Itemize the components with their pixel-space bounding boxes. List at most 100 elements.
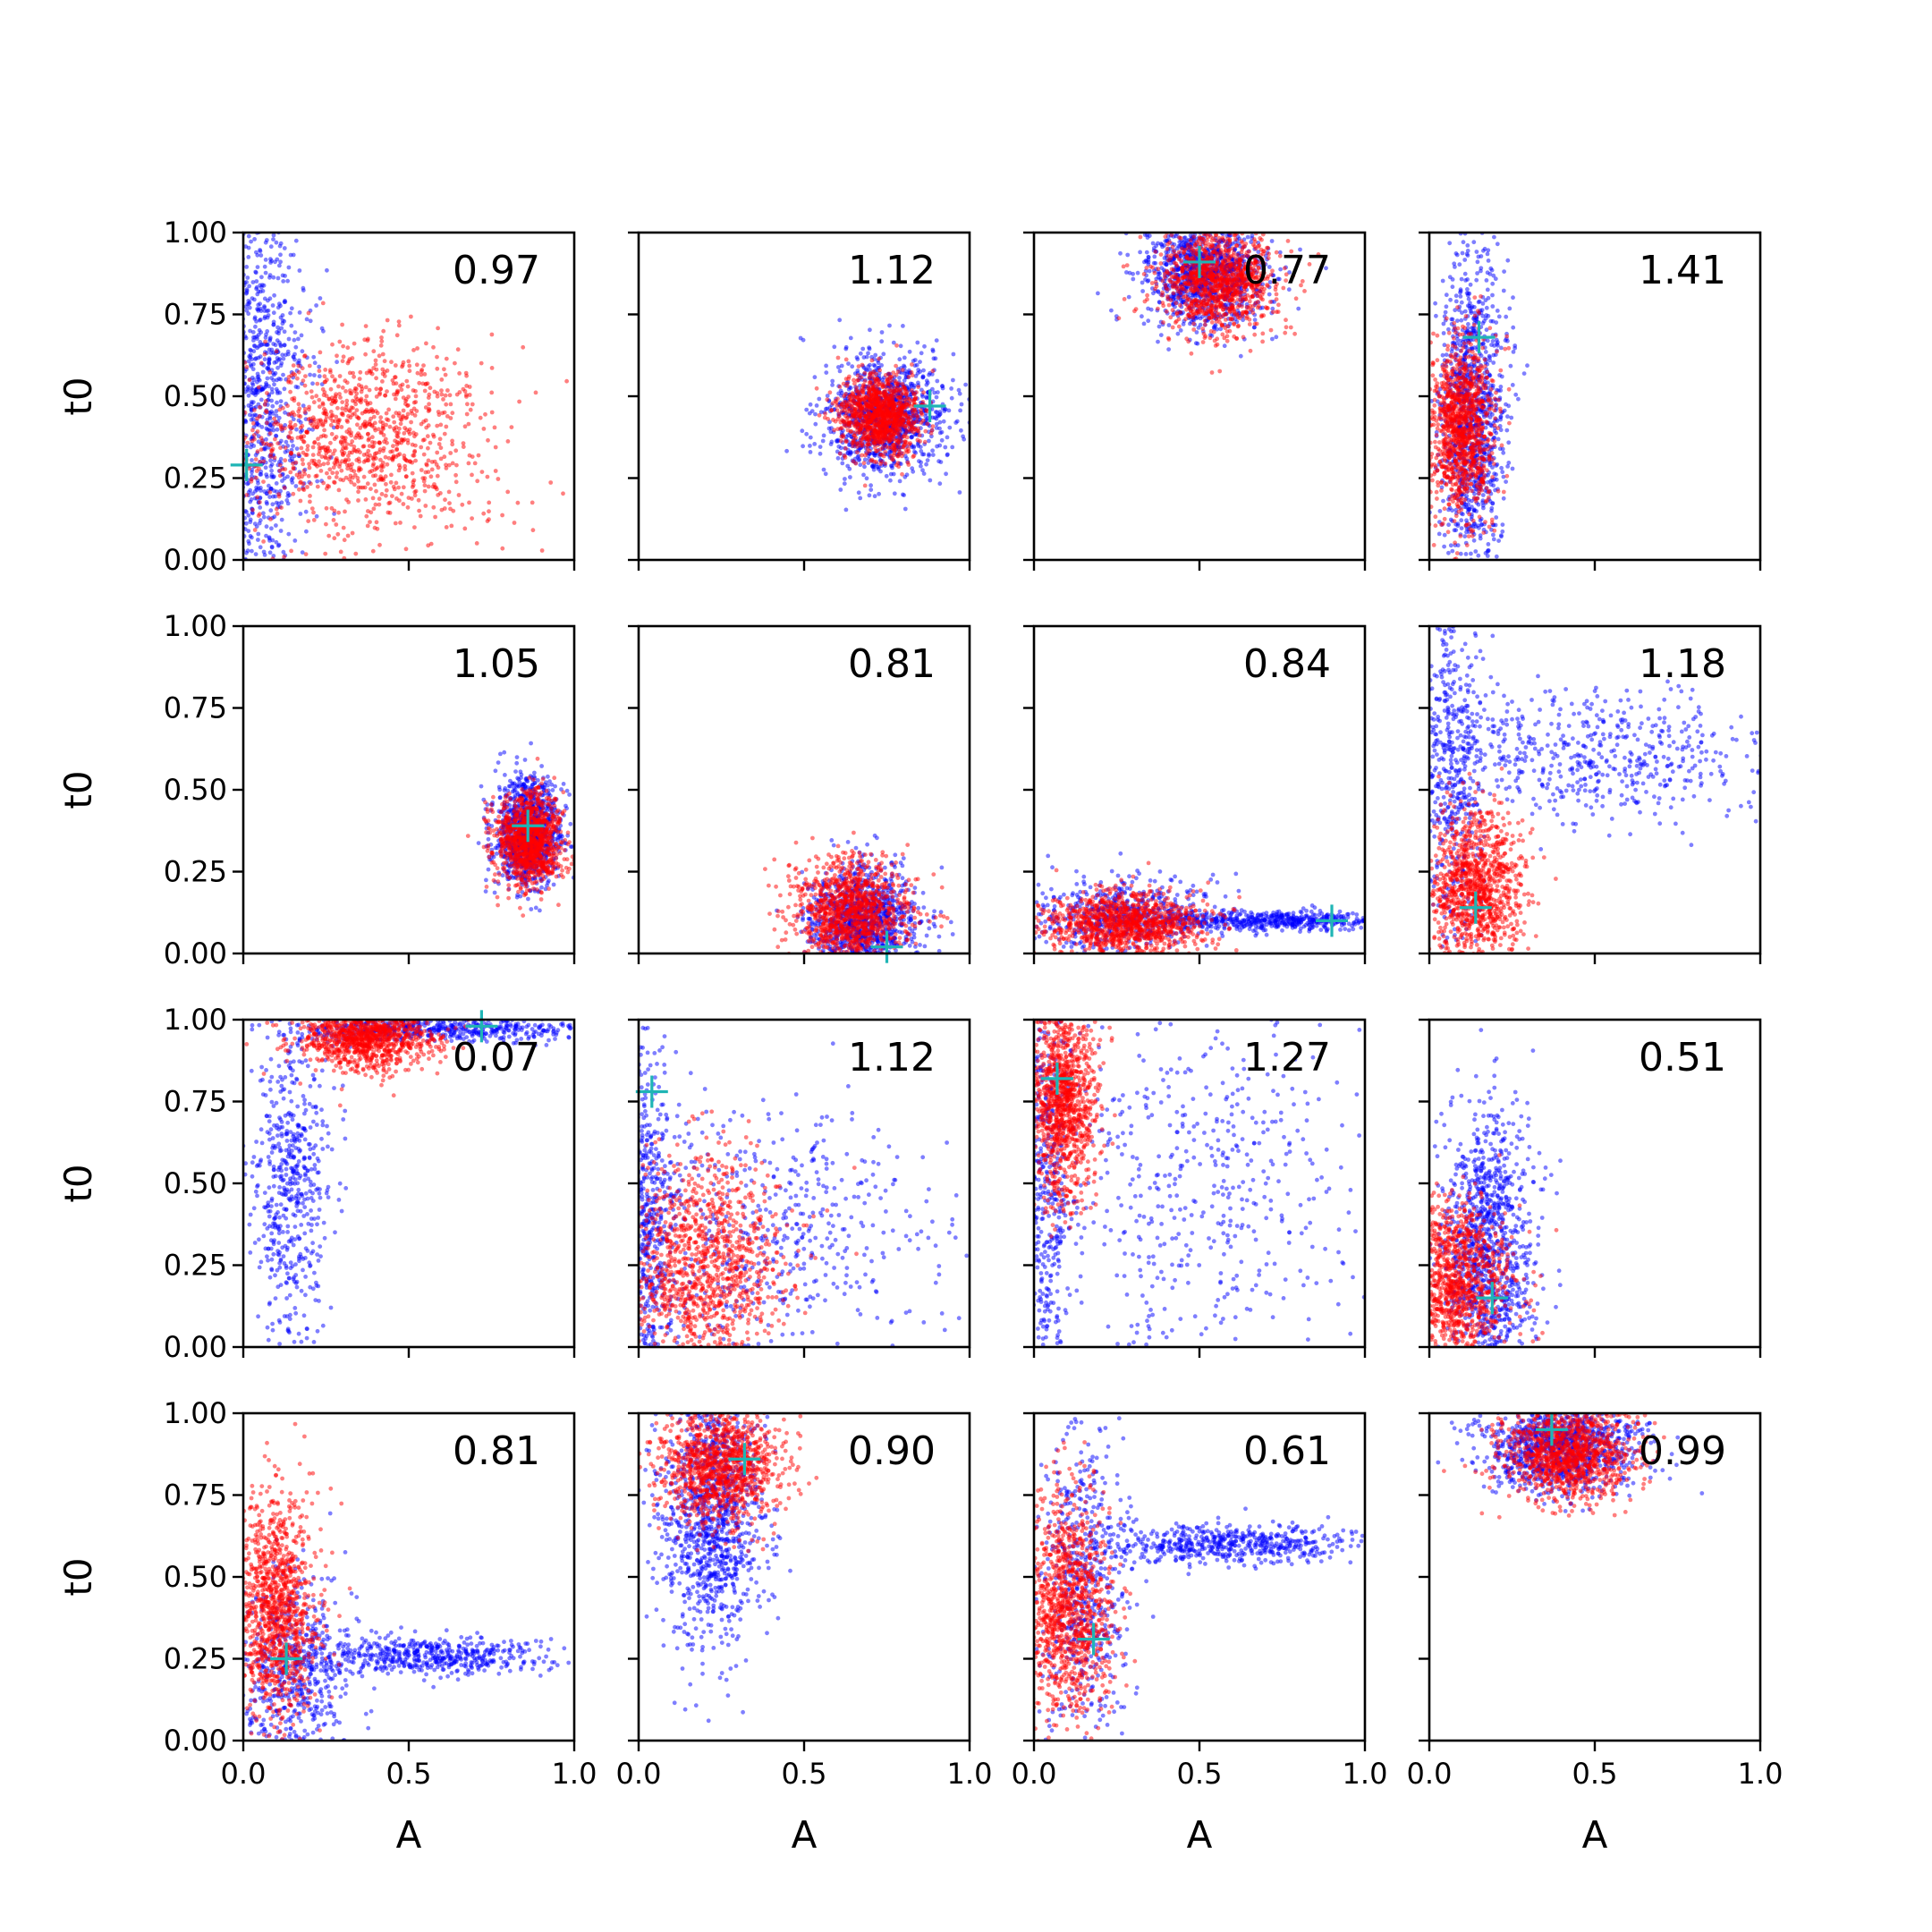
red-point: [326, 533, 332, 538]
red-point: [368, 370, 373, 375]
blue-point: [847, 466, 852, 471]
red-point: [413, 458, 418, 463]
blue-point: [272, 372, 276, 377]
red-point: [330, 398, 335, 403]
red-point: [353, 436, 358, 440]
red-point: [373, 473, 378, 479]
blue-point: [1278, 267, 1283, 272]
red-point: [372, 525, 377, 530]
blue-point: [246, 393, 251, 398]
red-point: [367, 419, 372, 424]
red-point: [340, 386, 345, 390]
red-point: [894, 382, 900, 386]
red-point: [894, 363, 898, 369]
red-point: [891, 457, 895, 462]
blue-point: [1267, 292, 1272, 297]
red-point: [489, 390, 495, 395]
blue-point: [252, 317, 258, 321]
red-point: [875, 436, 880, 442]
blue-point: [259, 386, 265, 392]
red-point: [348, 442, 353, 447]
blue-point: [277, 263, 282, 268]
blue-point: [256, 332, 261, 337]
blue-point: [828, 429, 834, 435]
red-point: [416, 497, 421, 503]
blue-point: [275, 543, 281, 548]
red-point: [356, 456, 361, 462]
points-layer: [1096, 233, 1328, 375]
red-point: [492, 425, 497, 430]
red-point: [377, 353, 382, 359]
red-point: [327, 368, 333, 373]
blue-point: [272, 292, 276, 298]
blue-point: [255, 390, 260, 395]
red-point: [431, 344, 436, 350]
blue-point: [294, 446, 300, 451]
blue-point: [267, 384, 271, 389]
blue-point: [286, 336, 292, 342]
red-point: [900, 382, 905, 386]
blue-point: [314, 513, 319, 519]
red-point: [309, 394, 315, 400]
red-point: [328, 440, 333, 445]
red-point: [368, 453, 372, 458]
red-point: [339, 468, 344, 473]
red-point: [428, 541, 434, 547]
blue-point: [288, 310, 292, 316]
red-point: [877, 409, 883, 414]
red-point: [256, 385, 261, 390]
red-point: [919, 420, 924, 425]
blue-point: [274, 413, 279, 418]
red-point: [378, 343, 384, 348]
blue-point: [824, 363, 828, 369]
points-layer: [784, 318, 970, 513]
blue-point: [820, 438, 826, 444]
blue-point: [932, 390, 937, 395]
red-point: [392, 426, 396, 431]
red-point: [350, 356, 355, 360]
red-point: [353, 551, 359, 556]
y-tick-label: 1.00: [164, 216, 227, 250]
red-point: [422, 488, 428, 494]
red-point: [885, 377, 890, 382]
blue-point: [310, 381, 315, 386]
red-point: [441, 397, 445, 402]
blue-point: [245, 301, 250, 307]
blue-point: [941, 419, 946, 424]
blue-point: [284, 439, 289, 445]
red-point: [439, 507, 445, 513]
blue-point: [272, 382, 276, 387]
red-point: [359, 400, 363, 405]
red-point: [402, 431, 407, 436]
red-point: [449, 523, 454, 529]
red-point: [257, 466, 261, 471]
red-point: [439, 388, 444, 393]
red-point: [426, 423, 431, 428]
blue-point: [244, 308, 250, 313]
red-point: [401, 413, 405, 419]
blue-point: [270, 502, 275, 507]
red-point: [379, 468, 385, 473]
blue-point: [913, 374, 919, 378]
blue-point: [254, 279, 259, 284]
blue-point: [315, 479, 320, 484]
red-point: [356, 498, 360, 503]
red-point: [483, 411, 487, 417]
blue-point: [264, 426, 269, 431]
red-point: [373, 502, 378, 507]
blue-point: [866, 351, 870, 356]
red-point: [846, 419, 852, 424]
blue-point: [248, 328, 252, 334]
red-point: [336, 384, 341, 389]
blue-point: [256, 538, 260, 542]
blue-point: [897, 376, 902, 380]
red-point: [324, 521, 328, 527]
blue-point: [244, 521, 249, 526]
red-point: [358, 426, 363, 430]
red-point: [370, 455, 376, 461]
blue-point: [262, 357, 267, 362]
blue-point: [279, 500, 284, 505]
red-point: [869, 402, 874, 406]
blue-point: [876, 467, 881, 471]
